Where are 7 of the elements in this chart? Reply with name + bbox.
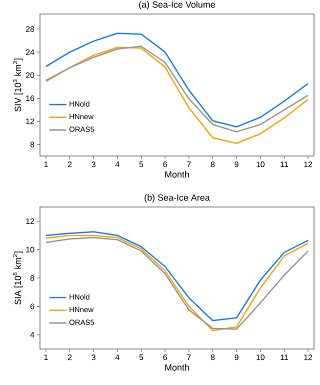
y-axis-title: SIA [10$^{6}$ km$^{2}$] bbox=[12, 252, 23, 305]
y-axis-title: SIV [10$^{3}$ km$^{3}$] bbox=[12, 58, 23, 112]
chart-title: (a) Sea-Ice Volume bbox=[139, 1, 215, 10]
x-axis-title: Month bbox=[165, 170, 189, 178]
line-series bbox=[45, 32, 309, 128]
x-axis-title: Month bbox=[165, 364, 189, 371]
chart-title: (b) Sea-Ice Area bbox=[144, 194, 210, 203]
